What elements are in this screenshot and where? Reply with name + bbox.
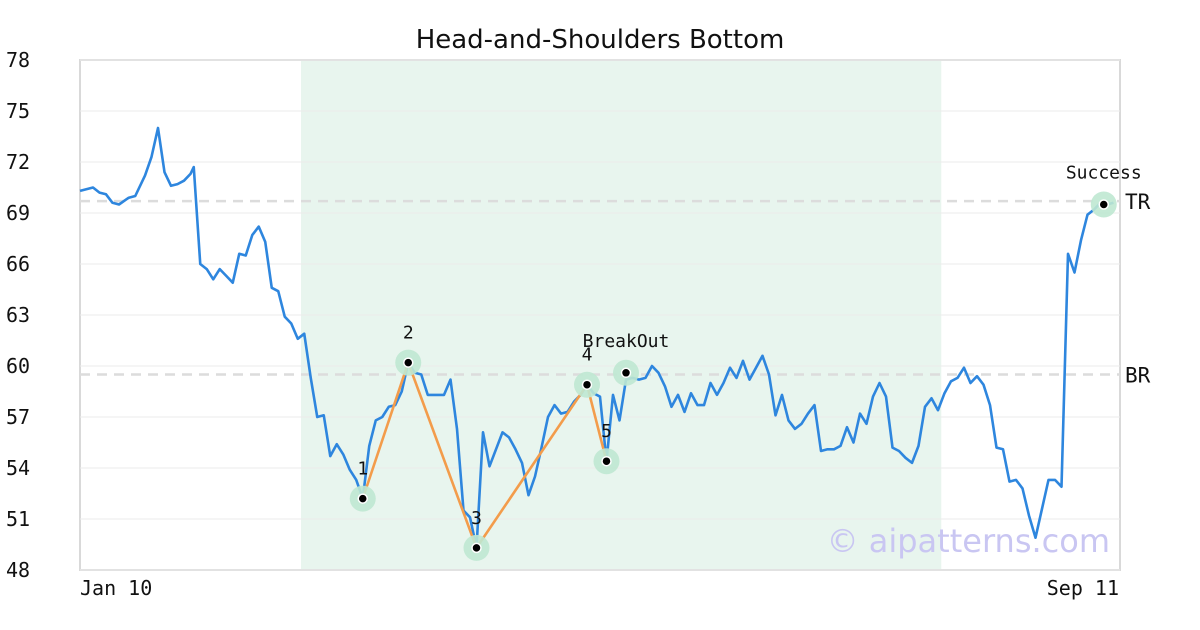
y-tick-label: 51 bbox=[6, 507, 30, 531]
pattern-point-5-label: 5 bbox=[601, 421, 612, 442]
y-tick-label: 69 bbox=[6, 201, 30, 225]
y-tick-label: 75 bbox=[6, 99, 30, 123]
y-tick-label: 57 bbox=[6, 405, 30, 429]
pattern-point-4-point bbox=[581, 379, 593, 390]
pattern-point-3-label: 3 bbox=[471, 508, 482, 529]
watermark: © aipatterns.com bbox=[827, 522, 1110, 560]
pattern-point-1-label: 1 bbox=[357, 459, 368, 480]
pattern-point-3-point bbox=[471, 542, 482, 554]
y-tick-label: 78 bbox=[6, 48, 30, 72]
event-success-label: Success bbox=[1066, 163, 1142, 184]
x-axis-start-label: Jan 10 bbox=[80, 576, 152, 600]
level-label-tr: TR bbox=[1125, 190, 1151, 214]
event-success-point bbox=[1098, 199, 1109, 210]
y-axis-tick-labels: 48 51 54 57 60 63 66 69 72 75 78 bbox=[6, 48, 30, 582]
y-tick-label: 48 bbox=[6, 558, 30, 582]
event-breakout-label: BreakOut bbox=[583, 331, 670, 352]
x-axis-end-label: Sep 11 bbox=[1047, 576, 1119, 600]
pattern-point-1-point bbox=[357, 493, 368, 504]
y-tick-label: 66 bbox=[6, 252, 30, 276]
y-tick-label: 72 bbox=[6, 150, 30, 174]
y-tick-label: 63 bbox=[6, 303, 30, 327]
level-label-br: BR bbox=[1125, 364, 1151, 388]
level-lines: TR BR bbox=[80, 190, 1151, 388]
grid-lines bbox=[80, 59, 1120, 571]
pattern-point-4-label: 4 bbox=[582, 345, 593, 366]
pattern-markers: 1 2 3 4 5 BreakOut Success bbox=[349, 163, 1142, 561]
pattern-point-2-label: 2 bbox=[403, 323, 414, 344]
chart-title: Head-and-Shoulders Bottom bbox=[416, 25, 785, 55]
event-breakout-point bbox=[620, 367, 632, 379]
y-tick-label: 54 bbox=[6, 456, 30, 480]
price-line bbox=[79, 126, 1114, 550]
pattern-point-2-point bbox=[403, 357, 414, 368]
pattern-point-5-point bbox=[601, 455, 612, 467]
y-tick-label: 60 bbox=[6, 354, 30, 378]
